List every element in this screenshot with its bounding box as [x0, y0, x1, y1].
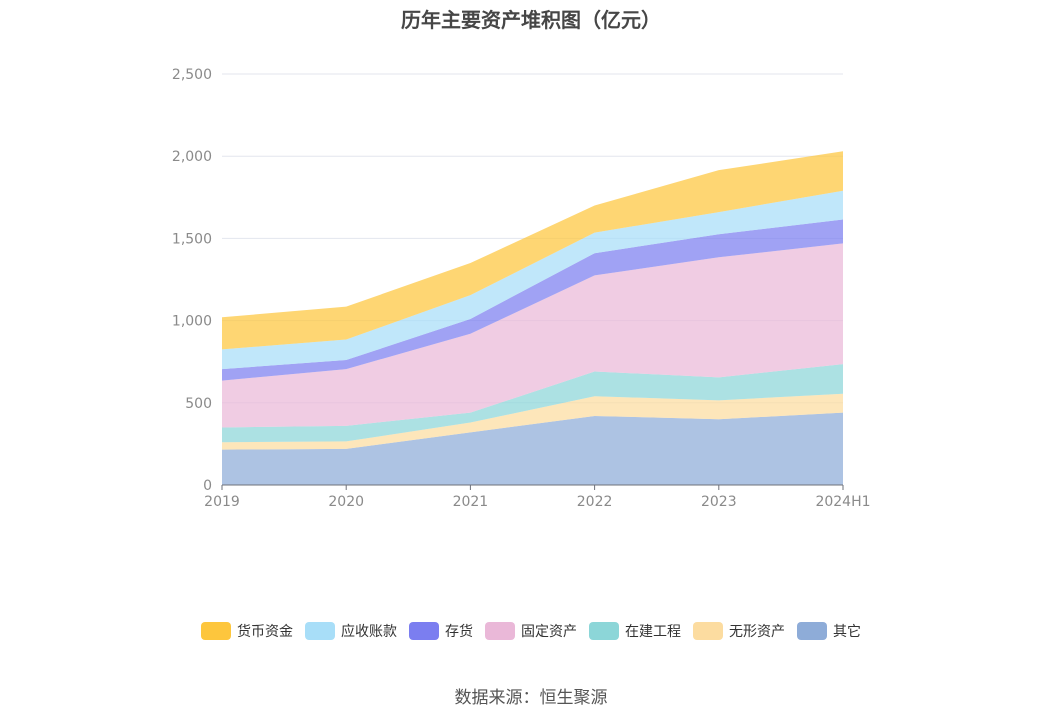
x-tick-label: 2019 — [204, 494, 240, 510]
legend-label: 其它 — [833, 624, 861, 640]
x-axis-ticks: 2019 2020 2021 2022 2023 2024H1 — [204, 494, 870, 510]
legend-label: 存货 — [445, 624, 473, 640]
area-series-group — [222, 151, 843, 485]
legend-swatch — [589, 622, 619, 640]
legend-swatch — [797, 622, 827, 640]
legend-item[interactable]: 货币资金 — [201, 621, 293, 641]
legend-label: 在建工程 — [625, 624, 681, 640]
legend-swatch — [693, 622, 723, 640]
legend-label: 应收账款 — [341, 624, 397, 640]
area-series-固定资产 — [222, 243, 843, 428]
area-series-在建工程 — [222, 364, 843, 443]
legend-item[interactable]: 固定资产 — [485, 621, 577, 641]
legend-item[interactable]: 在建工程 — [589, 621, 681, 641]
y-tick-label: 2,500 — [172, 67, 212, 83]
y-tick-label: 1,000 — [172, 314, 212, 330]
area-series-应收账款 — [222, 190, 843, 370]
y-tick-label: 1,500 — [172, 231, 212, 247]
x-tick-label: 2022 — [577, 494, 613, 510]
area-series-货币资金 — [222, 151, 843, 350]
legend-swatch — [409, 622, 439, 640]
legend-item[interactable]: 无形资产 — [693, 621, 785, 641]
x-tick-label: 2024H1 — [815, 494, 870, 510]
area-series-其它 — [222, 412, 843, 485]
x-tick-label: 2020 — [328, 494, 364, 510]
legend: 货币资金 应收账款 存货 固定资产 在建工程 无形资产 其它 — [0, 621, 1062, 641]
stacked-area-chart: 0 500 1,000 1,500 2,000 2,500 2019 2020 2021 202… — [172, 67, 871, 510]
legend-label: 无形资产 — [729, 624, 785, 640]
x-axis — [221, 484, 844, 490]
area-series-无形资产 — [222, 393, 843, 450]
legend-swatch — [305, 622, 335, 640]
data-source: 数据来源：恒生聚源 — [454, 688, 608, 708]
chart-title: 历年主要资产堆积图（亿元） — [401, 8, 661, 32]
legend-swatch — [485, 622, 515, 640]
x-tick-label: 2021 — [453, 494, 489, 510]
legend-item[interactable]: 应收账款 — [305, 621, 397, 641]
area-series-存货 — [222, 219, 843, 381]
x-tick-label: 2023 — [701, 494, 737, 510]
legend-label: 固定资产 — [521, 624, 577, 640]
legend-item[interactable]: 其它 — [797, 621, 861, 641]
y-tick-label: 2,000 — [172, 149, 212, 165]
legend-label: 货币资金 — [237, 624, 293, 640]
legend-item[interactable]: 存货 — [409, 621, 473, 641]
y-axis-ticks: 0 500 1,000 1,500 2,000 2,500 — [172, 67, 212, 494]
y-tick-label: 0 — [203, 478, 212, 494]
y-tick-label: 500 — [185, 396, 212, 412]
legend-swatch — [201, 622, 231, 640]
